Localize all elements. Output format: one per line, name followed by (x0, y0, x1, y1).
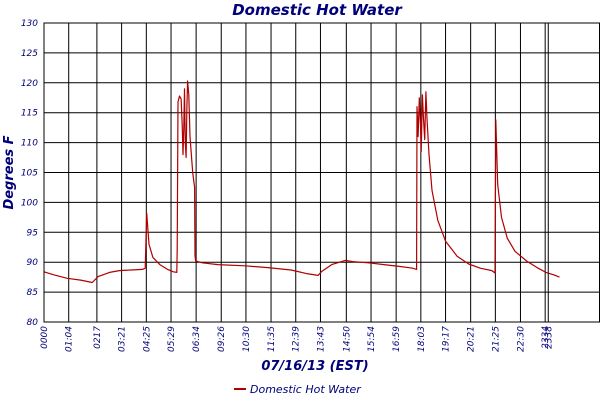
x-tick-label: 2338 (544, 326, 554, 349)
legend: Domestic Hot Water (234, 383, 362, 396)
y-tick-label: 115 (21, 109, 38, 119)
y-tick-label: 120 (21, 79, 38, 89)
chart-title: Domestic Hot Water (232, 1, 403, 19)
y-axis-title: Degrees F (2, 135, 17, 209)
grid (43, 22, 600, 323)
x-axis-ticks: 0000 01:04 0217 03:21 04:25 05:29 06:34 09:26 10… (40, 326, 554, 352)
y-tick-label: 125 (21, 49, 38, 59)
x-tick-label: 10:30 (242, 326, 252, 352)
x-tick-label: 0217 (93, 326, 103, 349)
y-tick-label: 130 (21, 19, 38, 29)
x-tick-label: 20:21 (467, 326, 477, 352)
x-tick-label: 0000 (40, 326, 50, 349)
x-axis-title: 07/16/13 (EST) (261, 359, 368, 374)
x-tick-label: 22:30 (516, 326, 526, 352)
series-layer (43, 80, 560, 284)
x-tick-label: 15:54 (367, 326, 377, 352)
x-tick-label: 21:25 (491, 326, 501, 352)
x-tick-label: 09:26 (217, 326, 227, 352)
y-tick-label: 110 (21, 139, 38, 149)
x-tick-label: 2334 (541, 326, 551, 349)
y-tick-label: 85 (27, 288, 39, 298)
x-tick-label: 16:59 (392, 326, 402, 352)
x-tick-label: 12:39 (292, 326, 302, 352)
x-tick-label: 14:50 (342, 326, 352, 352)
x-tick-label: 18:03 (417, 326, 427, 352)
x-tick-label: 05:29 (167, 326, 177, 352)
x-tick-label: 11:35 (267, 326, 277, 352)
y-axis-ticks: 80 85 90 95 100 105 110 115 120 125 130 (21, 19, 38, 328)
x-tick-label: 04:25 (142, 326, 152, 352)
y-tick-label: 100 (21, 198, 38, 208)
x-tick-label: 19:17 (442, 326, 452, 352)
legend-label: Domestic Hot Water (250, 383, 362, 396)
series-line (43, 80, 560, 284)
x-tick-label: 01:04 (65, 326, 75, 352)
x-tick-label: 03:21 (118, 326, 128, 352)
y-tick-label: 105 (21, 169, 38, 179)
y-tick-label: 80 (27, 318, 39, 328)
y-tick-label: 95 (27, 228, 39, 238)
x-tick-label: 06:34 (192, 326, 202, 352)
x-tick-label: 13:43 (316, 326, 326, 352)
y-tick-label: 90 (27, 258, 39, 268)
